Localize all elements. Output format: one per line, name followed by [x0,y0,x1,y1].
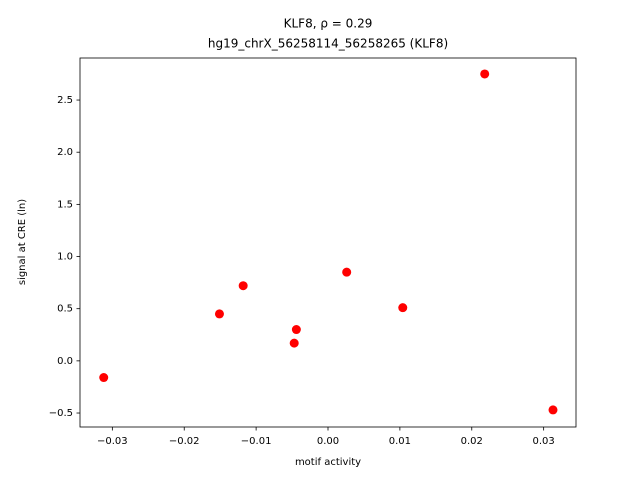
x-tick-label: −0.02 [169,436,200,447]
x-tick-label: 0.00 [317,436,339,447]
chart-subtitle: hg19_chrX_56258114_56258265 (KLF8) [208,37,448,51]
y-tick-label: 1.0 [57,252,73,263]
x-tick-label: 0.03 [533,436,555,447]
point [548,405,558,415]
y-tick-label: 0.5 [57,304,73,315]
y-axis-label: signal at CRE (ln) [17,199,28,285]
y-tick-label: 2.5 [57,95,73,106]
y-tick-label: −0.5 [49,408,73,419]
chart-title: KLF8, ρ = 0.29 [284,17,373,31]
y-tick-label: 0.0 [57,356,73,367]
point [99,373,109,383]
point [289,338,299,348]
point [238,281,248,291]
point [214,309,224,319]
x-tick-label: −0.01 [241,436,272,447]
y-tick-label: 2.0 [57,147,73,158]
point [291,325,301,335]
point [398,303,408,313]
point [342,267,352,277]
point [480,69,490,79]
x-tick-label: −0.03 [97,436,128,447]
x-axis-label: motif activity [295,457,361,468]
x-tick-label: 0.02 [461,436,483,447]
y-tick-label: 1.5 [57,199,73,210]
x-tick-label: 0.01 [389,436,411,447]
